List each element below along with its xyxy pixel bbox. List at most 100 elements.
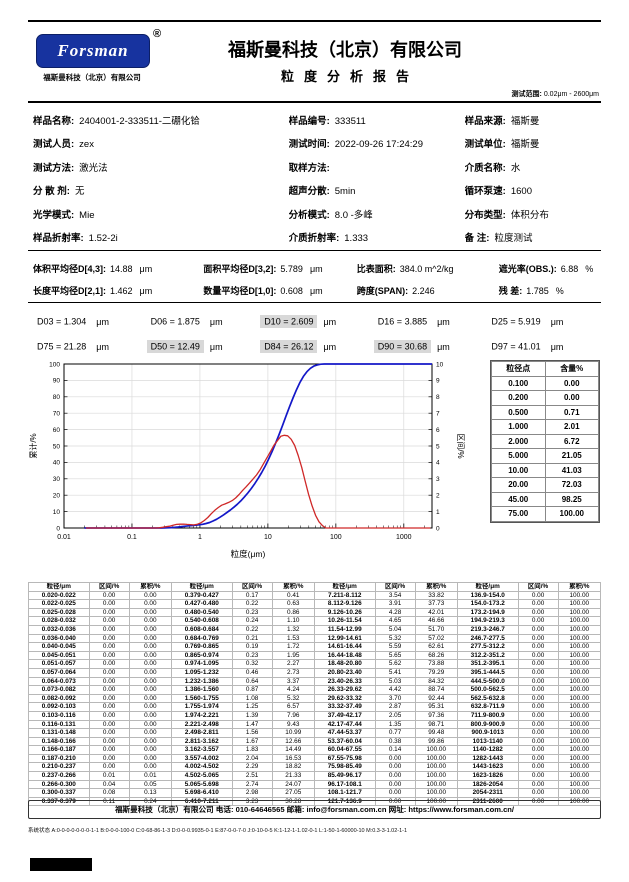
cell-range: 711.9-800.9 xyxy=(456,710,519,721)
cell-cumulative: 0.00 xyxy=(128,702,172,712)
cell-cumulative: 73.88 xyxy=(414,659,458,669)
field-value: 激光法 xyxy=(79,162,108,174)
cell-cumulative: 99.86 xyxy=(414,736,458,747)
cell-range: 108.1-121.7 xyxy=(313,788,376,798)
cell-cumulative: 57.02 xyxy=(414,633,458,644)
footer-text: 福斯曼科技（北京）有限公司 电话: 010-64646565 邮箱: info@… xyxy=(114,805,515,814)
right-tick-label: 10 xyxy=(436,361,444,368)
cell-interval: 0.00 xyxy=(517,771,559,781)
cell-cumulative: 0.00 xyxy=(128,650,172,661)
cell-cumulative: 51.70 xyxy=(414,624,458,635)
field-unit: μm xyxy=(309,263,323,274)
point-size-cell: 5.000 xyxy=(491,448,546,464)
dvalue-text: D97 = 41.01 xyxy=(491,341,541,352)
cell-interval: 3.91 xyxy=(374,599,416,609)
field-label: 面积平均径D[3,2]: xyxy=(203,263,277,274)
cell-cumulative: 62.61 xyxy=(414,642,458,652)
dvalue-unit: μm xyxy=(209,341,223,352)
field-value: zex xyxy=(79,139,94,151)
cell-cumulative: 0.00 xyxy=(128,693,172,704)
field-label: 介质名称: xyxy=(464,162,506,174)
cell-range: 33.32-37.49 xyxy=(313,702,376,712)
cell-range: 0.057-0.064 xyxy=(28,667,90,678)
forsman-logo: Forsman xyxy=(36,34,150,68)
info-field-r5c2: 分析模式: 8.0 -多峰 xyxy=(289,207,465,221)
cell-interval: 0.00 xyxy=(374,753,416,764)
cell-range: 0.187-0.210 xyxy=(28,753,90,764)
point-table-row: 0.500 0.71 xyxy=(491,404,599,420)
cell-interval: 0.00 xyxy=(88,685,130,695)
x-tick-label: 10 xyxy=(264,534,272,541)
cell-range: 0.045-0.051 xyxy=(28,650,90,661)
distribution-header: 累积/% xyxy=(128,582,172,592)
cell-range: 4.502-5.065 xyxy=(170,771,233,781)
avg-field-r1c2: 面积平均径D[3,2]: 5.789 μm xyxy=(203,262,356,275)
point-size-cell: 0.100 xyxy=(491,375,546,391)
field-value: 1.333 xyxy=(344,233,369,245)
point-table-header: 粒径点 xyxy=(491,361,546,377)
cell-range: 2.221-2.498 xyxy=(170,719,233,730)
cell-range: 562.5-632.8 xyxy=(456,693,519,704)
cell-cumulative: 0.00 xyxy=(128,642,172,652)
cell-range: 1013-1140 xyxy=(456,736,519,747)
cell-interval: 0.87 xyxy=(231,685,273,695)
field-label: 分析模式: xyxy=(288,209,330,221)
cell-cumulative: 10.99 xyxy=(271,728,315,738)
dvalue-unit: μm xyxy=(550,341,564,352)
cell-interval: 0.00 xyxy=(517,676,559,687)
cell-interval: 0.00 xyxy=(88,659,130,669)
cell-cumulative: 0.05 xyxy=(128,779,172,790)
cell-cumulative: 1.95 xyxy=(271,650,315,661)
info-field-r1c1: 样品名称: 2404001-2-333511-二硼化铪 xyxy=(33,113,289,127)
system-status-line: 系统状态 A:0-0-0-0-0-0-0-1-1 B:0-0-0-100-0 C… xyxy=(28,828,408,834)
cell-interval: 0.00 xyxy=(517,607,559,618)
field-label: 跨度(SPAN): xyxy=(356,285,409,296)
cell-interval: 0.22 xyxy=(231,624,273,635)
field-label: 测试方法: xyxy=(33,162,75,174)
x-tick-label: 1 xyxy=(198,534,202,541)
cell-range: 42.17-47.44 xyxy=(313,719,376,730)
cell-interval: 2.98 xyxy=(231,788,273,798)
right-tick-label: 5 xyxy=(436,443,440,450)
dvalue-text: D84 = 26.12 xyxy=(260,340,318,353)
table-row: 0.020-0.022 0.00 0.00 0.379-0.427 0.17 0.41 7.… xyxy=(28,590,602,601)
field-label: 长度平均径D[2,1]: xyxy=(33,285,107,296)
point-table-row: 5.000 21.05 xyxy=(491,448,599,464)
cell-interval: 0.19 xyxy=(231,642,273,652)
table-row: 0.103-0.116 0.00 0.00 1.974-2.221 1.39 7.96 37… xyxy=(28,710,602,721)
cell-range: 1826-2054 xyxy=(456,779,519,790)
cell-range: 900.9-1013 xyxy=(456,728,519,738)
dvalue-text: D25 = 5.919 xyxy=(491,316,541,327)
field-value: 1.462 xyxy=(110,285,133,296)
dvalue-unit: μm xyxy=(209,316,223,327)
field-label: 比表面积: xyxy=(356,263,396,274)
cell-cumulative: 100.00 xyxy=(414,771,458,781)
cell-cumulative: 100.00 xyxy=(414,796,458,807)
cell-range: 1.095-1.232 xyxy=(170,667,233,678)
cell-cumulative: 100.00 xyxy=(557,788,602,798)
distribution-table-table: 粒径/μm 区间/% 累积/% 粒径/μm 区间/% 累积/% 粒径/μm 区间/% 累积/% 粒… xyxy=(28,582,602,807)
cell-cumulative: 100.00 xyxy=(557,710,602,721)
table-row: 0.082-0.092 0.00 0.00 1.560-1.755 1.08 5.32 29… xyxy=(28,693,602,704)
cell-range: 8.112-9.126 xyxy=(313,599,376,609)
field-label: 测试单位: xyxy=(464,139,506,151)
info-field-r3c3: 介质名称: 水 xyxy=(465,160,601,174)
cell-interval: 2.87 xyxy=(374,702,416,712)
dvalue-text: D90 = 30.68 xyxy=(373,340,432,353)
cell-cumulative: 92.44 xyxy=(414,693,458,704)
info-field-r4c1: 分 散 剂: 无 xyxy=(33,183,289,197)
cell-cumulative: 3.37 xyxy=(271,676,315,687)
field-label: 数量平均径D[1,0]: xyxy=(203,285,277,296)
cell-interval: 0.00 xyxy=(88,702,130,712)
point-content-cell: 6.72 xyxy=(544,433,599,449)
cell-range: 0.064-0.073 xyxy=(28,676,90,687)
table-row: 0.051-0.057 0.00 0.00 0.974-1.095 0.32 2.27 18… xyxy=(28,659,602,669)
dvalue-text: D75 = 21.28 xyxy=(37,341,87,352)
cell-cumulative: 68.26 xyxy=(414,650,458,661)
avg-field-r1c3: 比表面积: 384.0 m^2/kg xyxy=(357,262,499,275)
field-label: 测试时间: xyxy=(288,139,330,151)
left-tick-label: 70 xyxy=(53,411,61,418)
cell-cumulative: 1.32 xyxy=(271,624,315,635)
cell-interval: 0.00 xyxy=(517,710,559,721)
